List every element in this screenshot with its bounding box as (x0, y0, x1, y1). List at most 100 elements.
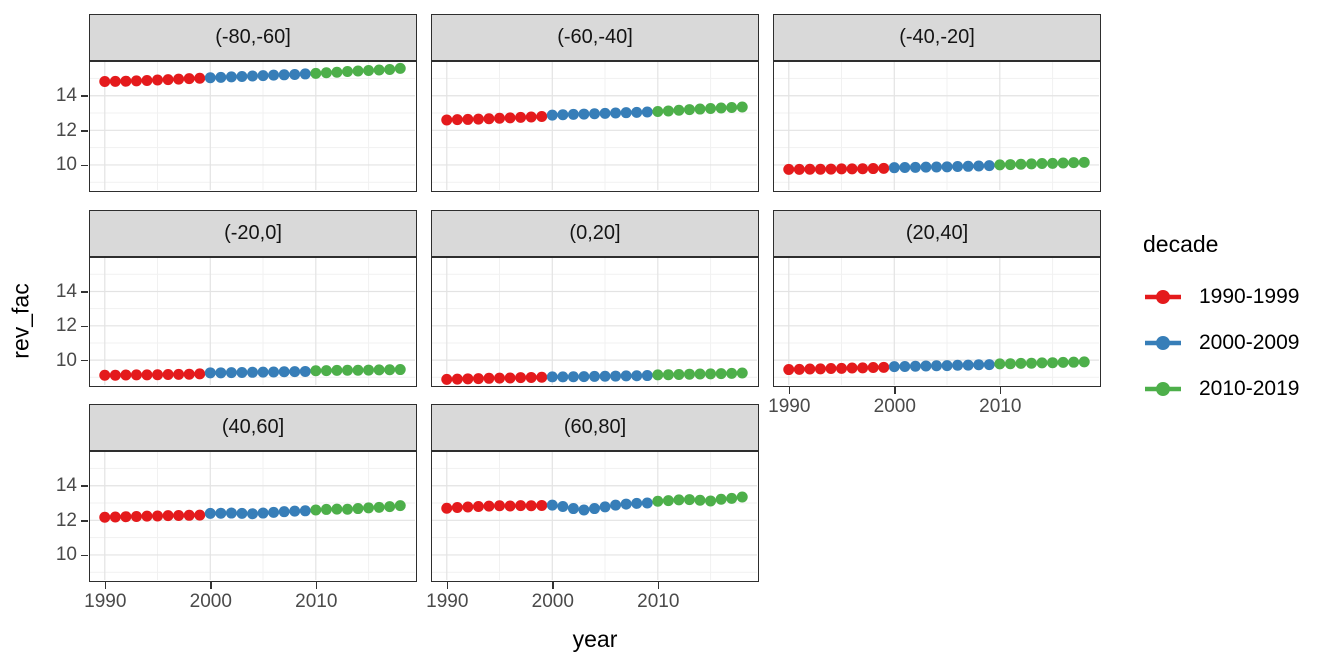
data-point (194, 509, 206, 521)
data-point (599, 501, 611, 513)
data-point (257, 507, 269, 519)
y-tick-label: 12 (55, 315, 77, 337)
data-point (299, 505, 311, 517)
data-point (546, 371, 558, 383)
data-point (373, 501, 385, 513)
data-point (525, 111, 537, 123)
x-tick-label: 2000 (531, 591, 574, 612)
data-point (941, 161, 953, 173)
data-point (589, 503, 600, 515)
data-point (793, 363, 805, 375)
facet-panel (89, 257, 417, 387)
data-point (641, 106, 653, 118)
y-tick-label: 10 (55, 154, 77, 176)
x-tick-label: 1990 (426, 591, 469, 612)
data-point (726, 367, 738, 379)
data-point (363, 364, 375, 376)
data-point (1047, 157, 1059, 169)
data-point (589, 108, 600, 120)
data-point (194, 72, 206, 84)
data-point (441, 114, 453, 126)
data-point (472, 373, 484, 385)
data-point (173, 73, 185, 85)
data-point (441, 502, 453, 514)
data-point (683, 104, 695, 116)
data-point (130, 75, 142, 87)
data-point (641, 370, 653, 382)
data-point (909, 161, 921, 173)
data-point (515, 372, 527, 384)
data-point (973, 160, 985, 172)
data-point (236, 71, 248, 83)
data-point (952, 359, 964, 371)
data-point (641, 497, 653, 509)
data-point (652, 369, 664, 381)
data-point (1004, 358, 1016, 370)
y-tick-label: 14 (55, 475, 77, 497)
x-tick-mark (657, 582, 660, 589)
data-point (962, 359, 974, 371)
facet-strip-label: (-60,-40] (557, 26, 633, 48)
data-point (857, 163, 869, 175)
data-point (99, 369, 111, 381)
data-point (373, 364, 385, 376)
data-point (983, 359, 995, 371)
x-tick-label: 2000 (873, 396, 916, 417)
data-point (867, 361, 879, 373)
data-point (1015, 357, 1027, 369)
data-point (289, 505, 301, 517)
data-point (384, 63, 396, 75)
x-tick-mark (315, 582, 318, 589)
facet-plot-area (774, 258, 1099, 385)
data-point (620, 107, 632, 119)
data-point (289, 68, 301, 80)
data-point (973, 359, 985, 371)
data-point (1025, 158, 1037, 170)
facet-strip: (60,80] (431, 404, 759, 451)
y-tick-mark (81, 130, 88, 132)
data-point (299, 68, 311, 80)
legend-entry-label: 2000-2009 (1199, 331, 1300, 354)
data-point (1015, 158, 1027, 170)
data-point (194, 368, 206, 380)
y-tick-mark (81, 554, 88, 557)
data-point (331, 364, 343, 376)
data-point (141, 75, 153, 87)
data-point (278, 366, 290, 378)
data-point (694, 103, 706, 115)
x-tick-label: 2010 (979, 396, 1022, 417)
data-point (899, 162, 911, 174)
data-point (546, 499, 558, 511)
x-tick-mark (104, 582, 107, 589)
data-point (783, 364, 795, 376)
facet-strip-label: (0,20] (569, 222, 621, 244)
data-point (341, 503, 353, 515)
data-point (567, 371, 579, 383)
x-tick-label: 2000 (189, 591, 232, 612)
facet-strip: (0,20] (431, 210, 759, 257)
y-tick-label: 12 (55, 119, 77, 141)
data-point (599, 370, 611, 382)
y-tick-mark (81, 325, 88, 328)
facet-plot-area (90, 258, 415, 385)
data-point (673, 494, 685, 506)
y-tick-label: 14 (55, 85, 77, 107)
data-point (793, 163, 805, 175)
data-point (236, 366, 248, 378)
data-point (483, 113, 495, 125)
data-point (726, 101, 738, 113)
y-tick-label: 14 (55, 280, 77, 302)
data-point (888, 162, 900, 174)
data-point (394, 364, 406, 376)
legend-entry-label: 2010-2019 (1199, 377, 1300, 400)
data-point (836, 163, 848, 175)
data-point (931, 161, 942, 173)
data-point (247, 508, 258, 520)
legend-entry: 1990-1999 (1143, 281, 1299, 313)
data-point (673, 369, 685, 381)
data-point (1036, 158, 1048, 170)
data-point (814, 163, 826, 175)
data-point (99, 76, 111, 88)
data-point (173, 368, 185, 380)
legend-key-icon (1145, 290, 1181, 304)
